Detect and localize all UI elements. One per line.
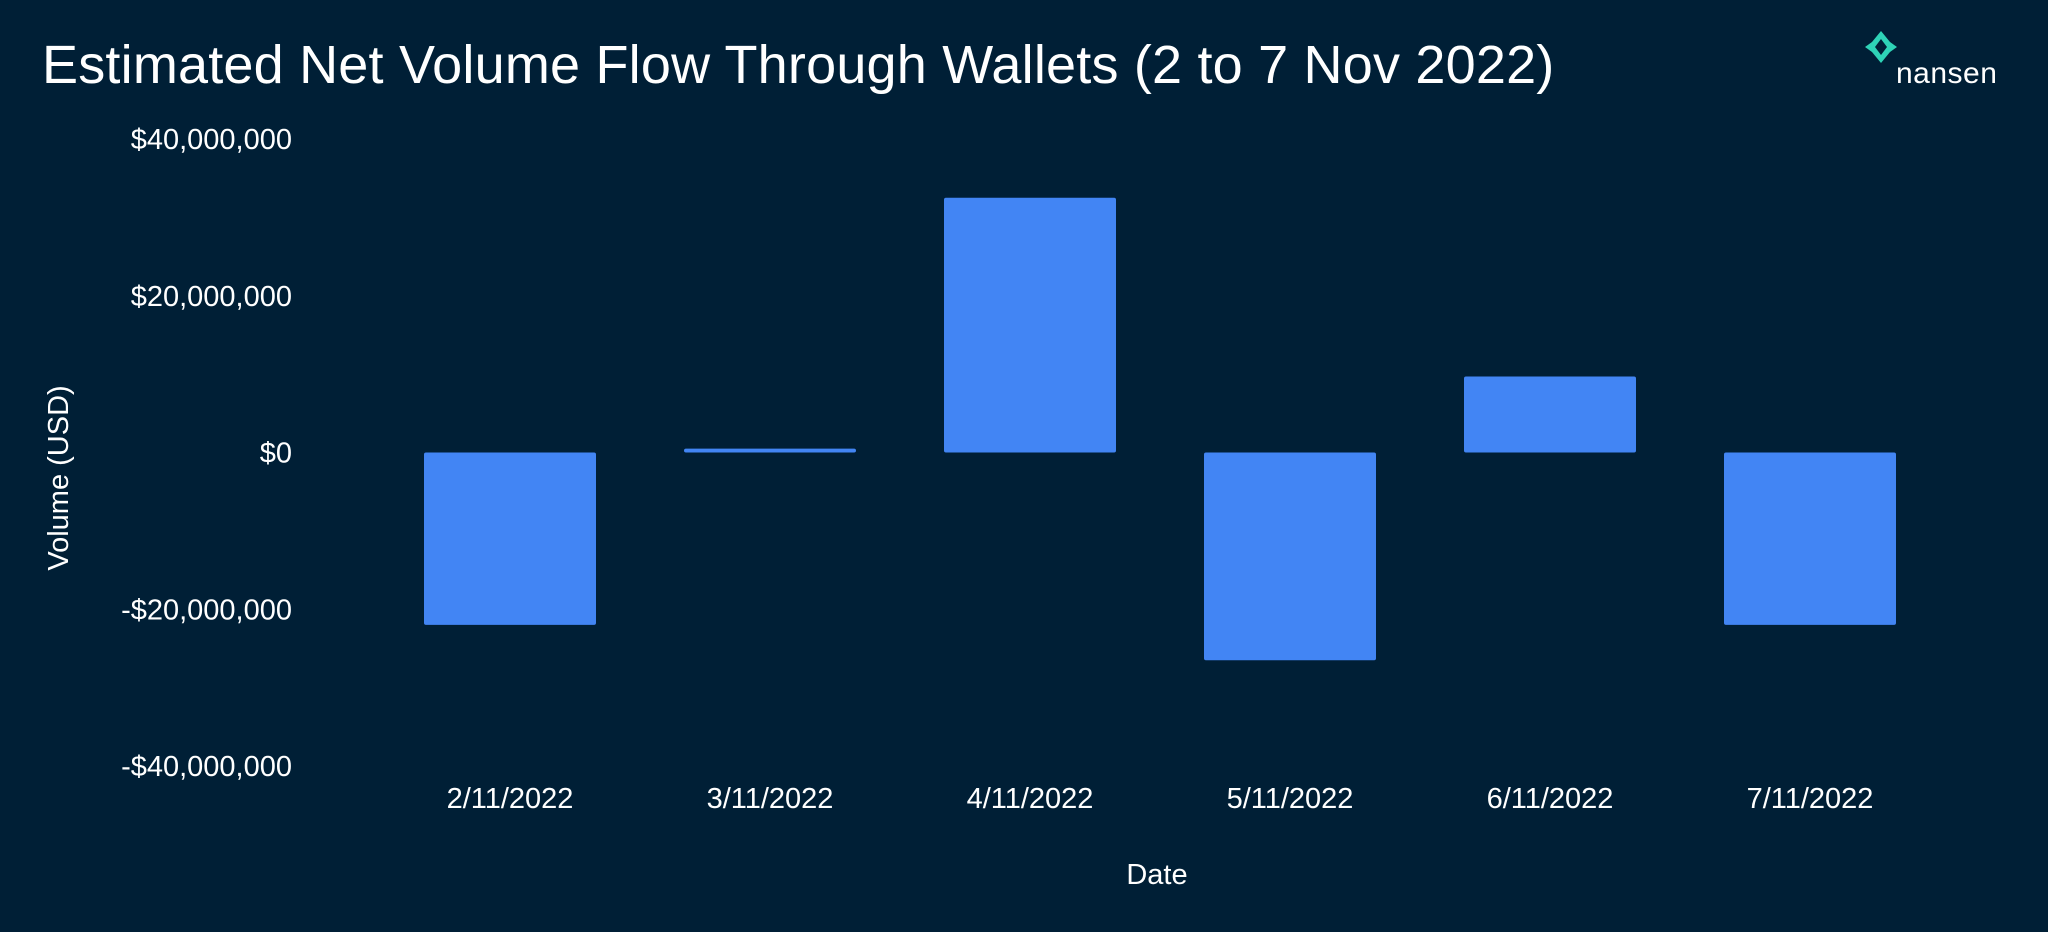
nansen-logo: nansen: [1864, 30, 2024, 90]
bar-4-11-2022: [944, 197, 1116, 453]
x-axis-title: Date: [1126, 859, 1187, 891]
y-tick-label: $20,000,000: [131, 281, 292, 313]
x-tick-label: 2/11/2022: [447, 783, 574, 815]
logo-mark-shape: [1865, 31, 1897, 63]
bar-5-11-2022: [1204, 452, 1376, 661]
y-tick-label: $40,000,000: [131, 124, 292, 156]
bar-7-11-2022: [1724, 452, 1896, 625]
logo-wordmark: nansen: [1896, 57, 1998, 90]
x-tick-label: 7/11/2022: [1747, 783, 1874, 815]
chart-title: Estimated Net Volume Flow Through Wallet…: [42, 35, 1555, 95]
nansen-logo-icon: [1865, 31, 1897, 63]
bar-6-11-2022: [1464, 376, 1636, 453]
y-tick-label: $0: [260, 438, 292, 470]
x-tick-label: 4/11/2022: [967, 783, 1094, 815]
y-tick-label: -$40,000,000: [121, 751, 292, 783]
y-tick-label: -$20,000,000: [121, 594, 292, 626]
x-tick-label: 3/11/2022: [707, 783, 834, 815]
x-tick-label: 6/11/2022: [1487, 783, 1614, 815]
y-axis-ticks: $40,000,000 $20,000,000 $0 -$20,000,000 -$40…: [121, 124, 292, 783]
bar-3-11-2022: [684, 448, 856, 453]
bar-2-11-2022: [424, 452, 596, 625]
x-tick-label: 5/11/2022: [1227, 783, 1354, 815]
x-axis-ticks: 2/11/2022 3/11/2022 4/11/2022 5/11/2022 6/11…: [447, 783, 1874, 815]
bars: [424, 197, 1896, 661]
y-axis-title: Volume (USD): [43, 385, 75, 570]
